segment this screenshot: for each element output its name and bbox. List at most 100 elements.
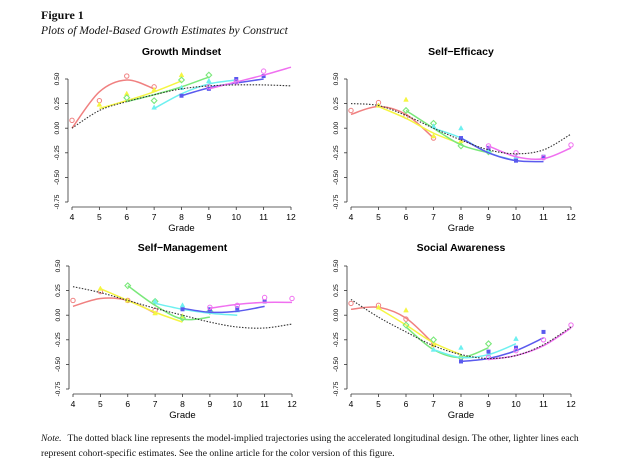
cohort-point (151, 297, 159, 306)
cohort-fit-line (72, 297, 156, 314)
chart-panel: Self−Management Grade 4 5 6 7 8 9 10 11 12 -0.75 -0.… (55, 242, 297, 421)
cohort-point (235, 306, 240, 311)
x-tick-label: 9 (486, 399, 491, 409)
cohort-point (96, 101, 103, 107)
note-text: The dotted black line represents the mod… (41, 433, 579, 459)
x-tick-label: 10 (511, 399, 521, 409)
x-tick-label: 11 (259, 212, 268, 222)
x-tick-label: 7 (431, 212, 436, 222)
cohort-fit-line (209, 301, 293, 310)
cohort-point (151, 86, 157, 92)
cohort-point (207, 304, 213, 311)
cohort-point (403, 307, 409, 313)
cohort-fit-line (433, 343, 517, 359)
x-axis-label: Grade (448, 410, 474, 421)
cohort-point (261, 294, 268, 301)
cohort-fit-line (405, 326, 489, 359)
cohort-point (459, 136, 463, 141)
cohort-fit-line (460, 137, 544, 163)
cohort-point (485, 354, 492, 361)
x-axis-label: Grade (169, 410, 195, 421)
y-tick-label: 0.25 (333, 97, 340, 110)
cohort-point (513, 347, 519, 354)
cohort-point (289, 295, 295, 302)
cohort-point (403, 96, 409, 102)
y-tick-label: 0.50 (333, 259, 340, 272)
cohort-fit-line (154, 302, 238, 316)
y-tick-label: -0.75 (55, 381, 62, 396)
cohort-point (124, 282, 132, 290)
x-tick-label: 6 (404, 212, 409, 222)
cohort-point (513, 150, 519, 156)
cohort-point (375, 304, 382, 310)
cohort-fit-line (378, 307, 462, 356)
cohort-point (540, 337, 547, 343)
x-tick-label: 10 (511, 212, 521, 222)
x-tick-label: 12 (286, 212, 296, 222)
model-implied-line (71, 84, 292, 129)
cohort-point (348, 107, 354, 114)
figure-note: Note. The dotted black line represents th… (41, 431, 601, 461)
y-tick-label: 0.00 (54, 121, 61, 134)
cohort-point (486, 349, 491, 354)
chart-title: Self−Management (138, 242, 228, 254)
y-tick-label: -0.75 (54, 194, 61, 209)
x-axis-label: Grade (168, 223, 194, 234)
cohort-point (69, 117, 75, 124)
cohort-point (514, 158, 518, 163)
note-label: Note. (41, 433, 62, 444)
y-tick-label: -0.75 (333, 194, 340, 209)
y-tick-label: 0.50 (55, 259, 62, 272)
y-tick-label: -0.50 (54, 170, 61, 185)
y-tick-label: -0.25 (54, 145, 61, 160)
cohort-point (150, 97, 158, 105)
cohort-fit-line (99, 80, 182, 110)
figure-caption: Plots of Model-Based Growth Estimates by… (41, 25, 288, 37)
x-tick-label: 5 (376, 212, 381, 222)
cohort-point (123, 94, 131, 102)
cohort-point (402, 106, 410, 115)
cohort-point (233, 79, 239, 85)
cohort-point (568, 142, 574, 148)
cohort-point (234, 302, 240, 309)
cohort-fit-line (182, 305, 265, 314)
chart-panel: Social Awareness Grade 4 5 6 7 8 9 10 11 12 -0.75 -0… (333, 242, 576, 421)
x-tick-label: 7 (431, 399, 436, 409)
x-tick-label: 4 (71, 399, 76, 409)
cohort-point (261, 74, 266, 79)
x-tick-label: 9 (208, 399, 213, 409)
cohort-point (513, 335, 519, 341)
x-tick-label: 10 (233, 399, 243, 409)
cohort-fit-line (350, 306, 435, 345)
model-implied-line (72, 286, 293, 329)
y-tick-label: -0.50 (333, 357, 340, 372)
cohort-point (97, 285, 104, 291)
cohort-point (568, 322, 574, 328)
x-tick-label: 9 (207, 212, 212, 222)
y-tick-label: -0.50 (55, 357, 62, 372)
y-tick-label: 0.25 (333, 284, 340, 297)
cohort-point (348, 300, 354, 307)
cohort-fit-line (405, 109, 489, 154)
y-tick-label: 0.50 (333, 72, 340, 85)
chart-title: Growth Mindset (142, 46, 222, 58)
cohort-point (177, 76, 186, 84)
cohort-fit-line (460, 337, 544, 363)
cohort-point (430, 132, 437, 139)
x-tick-label: 5 (376, 399, 381, 409)
y-tick-label: -0.25 (55, 332, 62, 347)
y-tick-label: 0.25 (54, 97, 61, 110)
cohort-point (484, 340, 493, 348)
cohort-point (260, 68, 267, 74)
x-tick-label: 11 (539, 212, 548, 222)
cohort-point (70, 297, 76, 304)
cohort-point (206, 77, 212, 84)
x-tick-label: 4 (349, 399, 354, 409)
x-tick-label: 4 (349, 212, 354, 222)
y-tick-label: -0.50 (333, 170, 340, 185)
cohort-point (152, 298, 158, 304)
cohort-point (484, 148, 493, 156)
y-tick-label: -0.25 (333, 332, 340, 347)
cohort-fit-line (433, 127, 517, 162)
